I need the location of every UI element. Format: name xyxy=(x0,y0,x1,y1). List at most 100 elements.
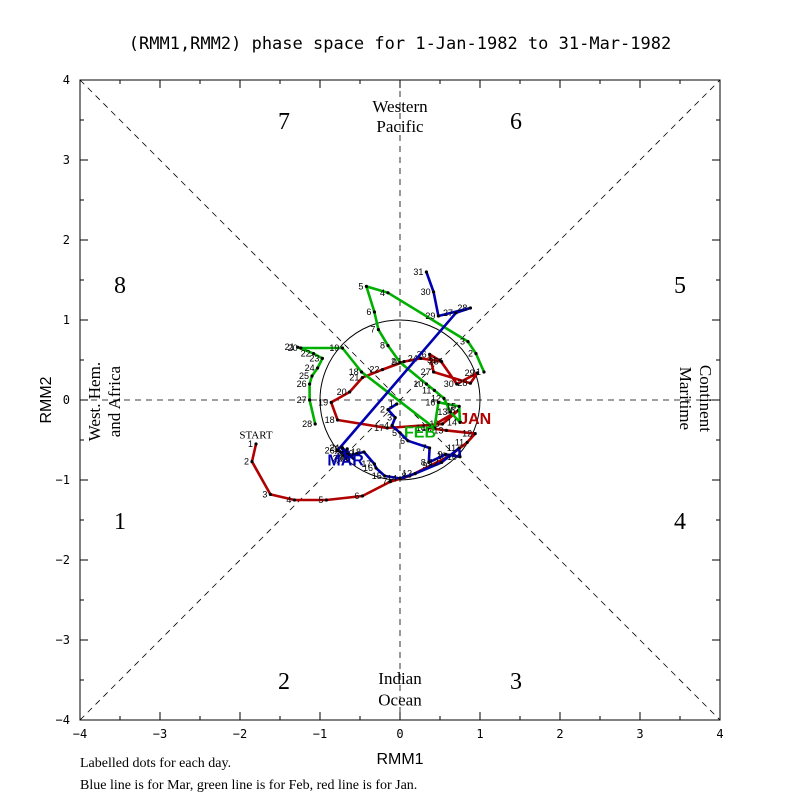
y-tick-label: 0 xyxy=(63,393,70,407)
mar-day-dot xyxy=(440,460,444,464)
feb-day-label: 1 xyxy=(476,367,481,377)
feb-day-label: 18 xyxy=(349,367,359,377)
jan-day-dot xyxy=(388,480,392,484)
feb-day-label: 10 xyxy=(413,379,423,389)
jan-day-label: 29 xyxy=(465,368,475,378)
mar-day-dot xyxy=(444,452,448,456)
jan-day-dot xyxy=(324,498,328,502)
feb-day-dot xyxy=(320,356,324,360)
x-tick-label: 4 xyxy=(716,727,723,741)
start-label: START xyxy=(239,429,273,441)
feb-day-label: 5 xyxy=(358,281,363,291)
jan-day-label: 12 xyxy=(462,429,472,439)
feb-day-label: 16 xyxy=(425,397,435,407)
x-tick-label: 0 xyxy=(396,727,403,741)
mar-day-label: 9 xyxy=(438,449,443,459)
feb-day-label: 17 xyxy=(421,423,431,433)
feb-day-dot xyxy=(457,404,461,408)
feb-day-label: 2 xyxy=(468,349,473,359)
feb-day-label: 19 xyxy=(329,343,339,353)
mar-day-label: 27 xyxy=(443,308,453,318)
mar-day-dot xyxy=(386,408,390,412)
feb-day-label: 21 xyxy=(285,342,295,352)
y-tick-label: 3 xyxy=(63,153,70,167)
mar-day-dot xyxy=(395,402,399,406)
feb-day-label: 11 xyxy=(422,385,431,395)
feb-day-label: 13 xyxy=(437,407,447,417)
feb-day-dot xyxy=(424,382,428,386)
feb-day-label: 22 xyxy=(301,349,311,359)
mar-day-label: 22 xyxy=(334,444,344,454)
feb-day-label: 9 xyxy=(392,357,397,367)
mar-month-label: MAR xyxy=(327,453,364,470)
x-tick-label: −4 xyxy=(73,727,87,741)
feb-day-dot xyxy=(310,374,314,378)
mar-day-dot xyxy=(344,456,348,460)
mar-day-dot xyxy=(398,476,402,480)
mar-day-dot xyxy=(355,452,359,456)
feb-day-label: 26 xyxy=(297,379,307,389)
jan-day-label: 17 xyxy=(374,423,384,433)
mar-day-label: 14 xyxy=(387,473,397,483)
mar-day-label: 1 xyxy=(389,399,394,409)
mar-day-dot xyxy=(458,455,462,459)
jan-day-dot xyxy=(329,400,333,404)
mar-day-dot xyxy=(436,314,440,318)
mar-day-dot xyxy=(398,431,402,435)
jan-day-label: 30 xyxy=(444,379,454,389)
jan-day-dot xyxy=(468,381,472,385)
chart-title: (RMM1,RMM2) phase space for 1-Jan-1982 t… xyxy=(129,34,671,54)
y-tick-label: 4 xyxy=(63,73,70,87)
jan-month-label: JAN xyxy=(459,411,491,428)
x-tick-label: −2 xyxy=(233,727,247,741)
feb-day-dot xyxy=(372,310,376,314)
jan-day-dot xyxy=(292,498,296,502)
region-label-right: Continent xyxy=(696,365,715,432)
mar-day-dot xyxy=(424,270,428,274)
jan-series-line xyxy=(250,353,479,502)
y-tick-label: 2 xyxy=(63,233,70,247)
mar-day-label: 18 xyxy=(351,447,361,457)
mar-day-dot xyxy=(393,416,397,420)
region-label-left: West. Hem. xyxy=(85,362,104,441)
mar-day-dot xyxy=(352,456,356,460)
region-label-top: Pacific xyxy=(376,117,424,136)
feb-day-label: 12 xyxy=(431,393,441,403)
feb-day-dot xyxy=(448,410,452,414)
jan-day-label: 31 xyxy=(427,355,437,365)
feb-day-dot xyxy=(312,352,316,356)
jan-day-dot xyxy=(385,426,389,430)
y-tick-label: −3 xyxy=(56,633,70,647)
jan-day-label: 6 xyxy=(354,491,359,501)
mar-day-dot xyxy=(432,290,436,294)
jan-day-dot xyxy=(360,376,364,380)
mar-day-label: 5 xyxy=(392,428,397,438)
jan-day-label: 24 xyxy=(408,353,418,363)
jan-day-dot xyxy=(473,432,477,436)
feb-day-dot xyxy=(316,366,320,370)
mar-day-dot xyxy=(468,306,472,310)
feb-day-label: 8 xyxy=(380,341,385,351)
jan-day-dot xyxy=(336,418,340,422)
jan-day-dot xyxy=(254,442,258,446)
feb-day-dot xyxy=(360,370,364,374)
jan-day-label: 21 xyxy=(349,373,359,383)
phase-number: 5 xyxy=(674,273,686,299)
feb-day-label: 15 xyxy=(446,401,456,411)
feb-day-dot xyxy=(308,382,312,386)
jan-day-label: 2 xyxy=(244,457,249,467)
mar-day-label: 4 xyxy=(384,421,389,431)
jan-day-dot xyxy=(360,494,364,498)
jan-day-label: 28 xyxy=(457,378,467,388)
feb-day-dot xyxy=(308,398,312,402)
feb-day-dot xyxy=(386,291,390,295)
y-tick-label: −1 xyxy=(56,473,70,487)
jan-day-label: 25 xyxy=(429,357,439,367)
mar-day-dot xyxy=(413,472,417,476)
mar-day-dot xyxy=(406,439,410,443)
jan-day-dot xyxy=(455,382,459,386)
feb-day-label: 20 xyxy=(288,343,298,353)
x-tick-label: 1 xyxy=(476,727,483,741)
phase-number: 6 xyxy=(510,109,522,135)
